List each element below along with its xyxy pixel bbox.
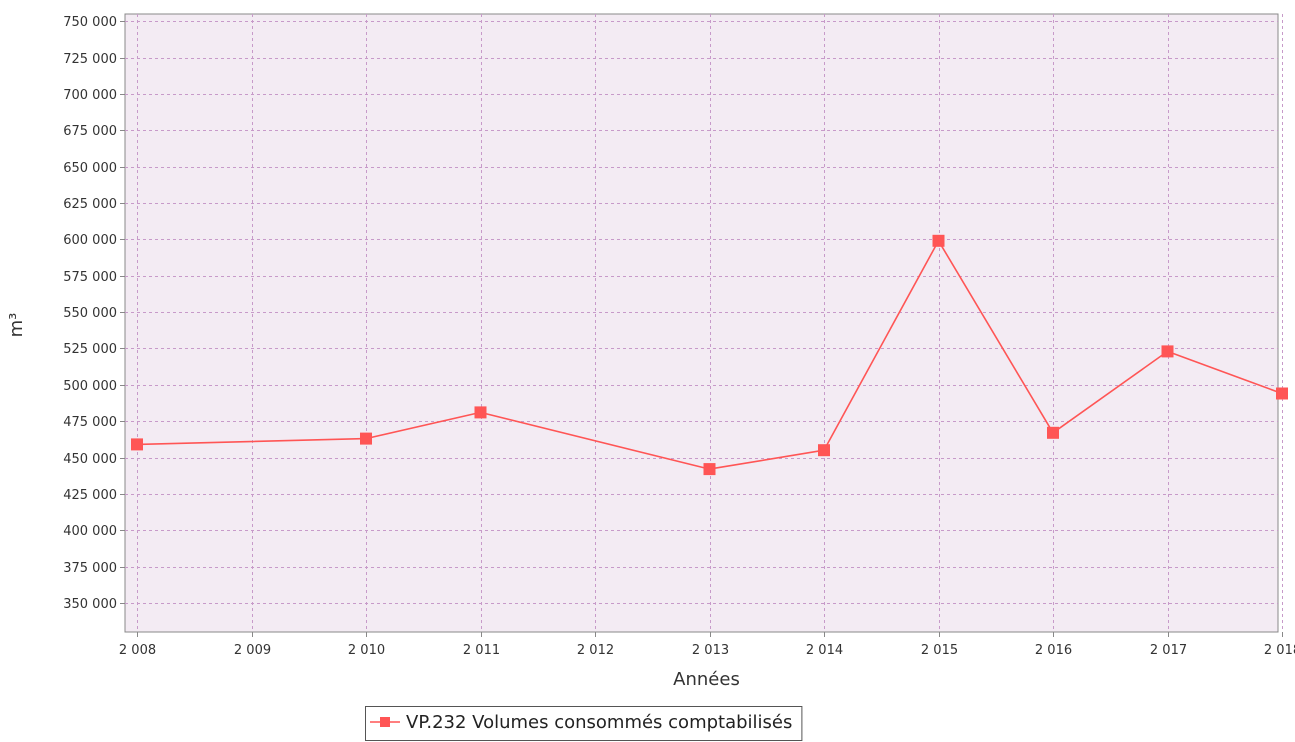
y-axis: 350 000 375 000 400 000 425 000 450 000 475 0… xyxy=(63,15,125,612)
series-layer xyxy=(131,234,1288,476)
data-point xyxy=(932,234,945,247)
y-tick-label: 475 000 xyxy=(63,415,117,430)
y-tick-label: 525 000 xyxy=(63,342,117,357)
y-tick-label: 725 000 xyxy=(63,52,117,67)
grid-lines xyxy=(125,14,1283,632)
legend: VP.232 Volumes consommés comptabilisés xyxy=(365,706,803,741)
x-tick-label: 2 011 xyxy=(463,643,500,658)
x-tick-label: 2 015 xyxy=(921,643,958,658)
y-tick-label: 425 000 xyxy=(63,488,117,503)
x-tick-label: 2 010 xyxy=(348,643,385,658)
y-tick-label: 500 000 xyxy=(63,379,117,394)
x-tick-label: 2 013 xyxy=(692,643,729,658)
x-tick-label: 2 018 xyxy=(1264,643,1295,658)
data-point xyxy=(1276,387,1288,400)
y-axis-label: m³ xyxy=(6,313,27,338)
y-tick-label: 350 000 xyxy=(63,597,117,612)
y-tick-label: 600 000 xyxy=(63,233,117,248)
x-axis-label: Années xyxy=(673,669,740,690)
y-tick-label: 450 000 xyxy=(63,452,117,467)
y-tick-label: 750 000 xyxy=(63,15,117,30)
legend-marker xyxy=(380,717,390,727)
data-point xyxy=(131,438,143,451)
y-tick-label: 550 000 xyxy=(63,306,117,321)
x-tick-label: 2 008 xyxy=(119,643,156,658)
y-tick-label: 675 000 xyxy=(63,124,117,139)
plot-area xyxy=(124,13,1279,633)
x-axis: 2 008 2 009 2 010 2 011 2 012 2 013 2 014 2 015… xyxy=(119,632,1295,658)
x-tick-label: 2 014 xyxy=(806,643,843,658)
x-tick-label: 2 017 xyxy=(1150,643,1187,658)
data-point xyxy=(1047,426,1059,439)
y-tick-label: 625 000 xyxy=(63,197,117,212)
x-tick-label: 2 012 xyxy=(577,643,614,658)
data-point xyxy=(474,406,487,419)
data-point xyxy=(818,444,830,457)
x-tick-label: 2 016 xyxy=(1035,643,1072,658)
data-point xyxy=(360,432,372,445)
y-tick-label: 700 000 xyxy=(63,88,117,103)
legend-label: VP.232 Volumes consommés comptabilisés xyxy=(406,712,792,733)
data-point xyxy=(703,463,716,476)
y-tick-label: 575 000 xyxy=(63,270,117,285)
data-point xyxy=(1161,345,1174,358)
legend-box xyxy=(365,706,803,741)
y-tick-label: 400 000 xyxy=(63,524,117,539)
y-tick-label: 375 000 xyxy=(63,561,117,576)
x-tick-label: 2 009 xyxy=(234,643,271,658)
y-tick-label: 650 000 xyxy=(63,161,117,176)
